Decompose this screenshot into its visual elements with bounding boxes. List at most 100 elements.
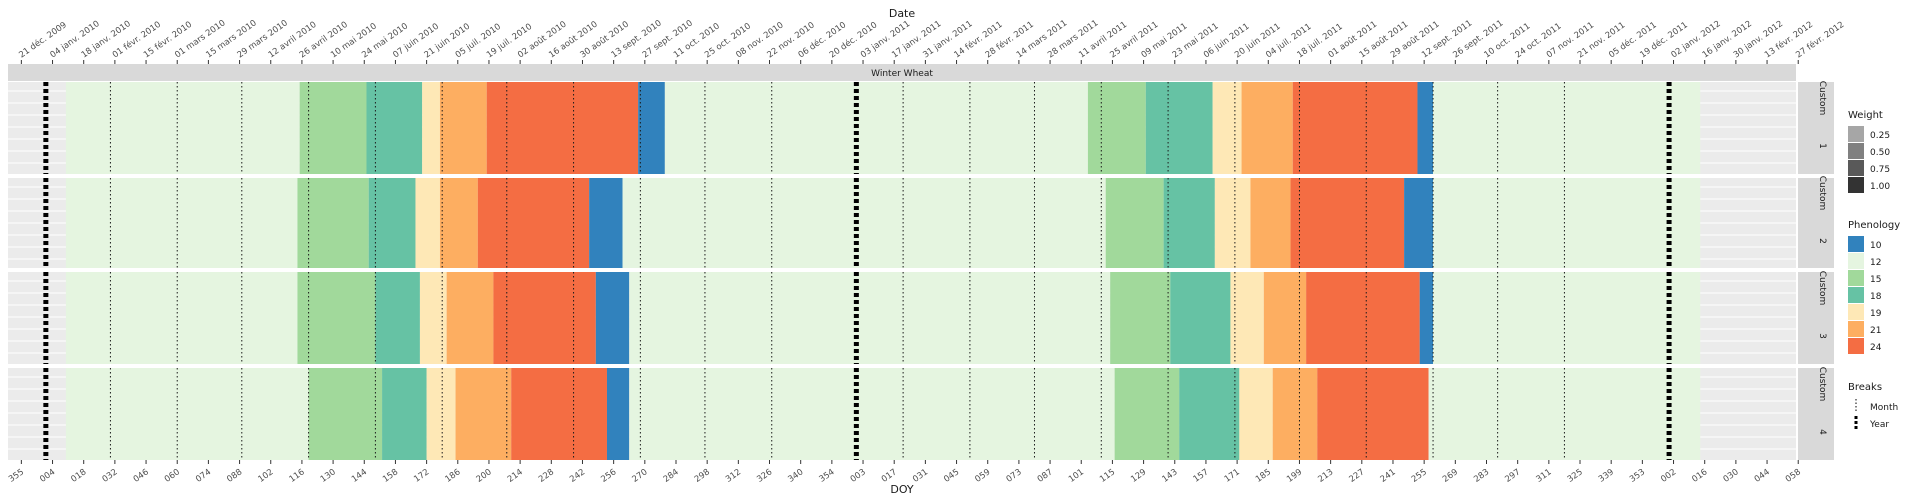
panel-1: Custom 1 (8, 81, 1834, 174)
bottom-tick-label: 003 (849, 467, 868, 485)
weight-legend-swatch (1848, 143, 1864, 159)
bottom-tick-label: 241 (1379, 467, 1398, 485)
panel-label: 1 (1817, 143, 1827, 149)
facet-strip (8, 64, 1796, 81)
phenology-segment (366, 82, 423, 174)
phenology-legend-label: 12 (1870, 258, 1881, 268)
panel-label-strip (1798, 272, 1834, 364)
panel-label-strip (1798, 178, 1834, 268)
phenology-legend-swatch (1848, 338, 1864, 354)
bottom-tick-label: 004 (38, 467, 57, 485)
bottom-tick-label: 130 (319, 467, 338, 485)
phenology-segment (65, 82, 300, 174)
bottom-tick-label: 227 (1347, 467, 1366, 485)
phenology-segment (1419, 272, 1434, 364)
phenology-segment (477, 178, 590, 268)
phenology-segment (664, 82, 1088, 174)
bottom-tick-label: 228 (537, 467, 556, 485)
phenology-segment (1250, 178, 1291, 268)
panel-3: Custom 3 (8, 271, 1834, 364)
bottom-tick-label: 018 (69, 467, 88, 485)
bottom-tick-label: 157 (1192, 467, 1211, 485)
phenology-segment (299, 82, 367, 174)
phenology-segment (308, 368, 383, 460)
panel-label: 2 (1817, 238, 1827, 244)
panel-4: Custom 4 (8, 367, 1834, 460)
phenology-segment (1170, 272, 1231, 364)
bottom-tick-label: 074 (194, 467, 213, 485)
phenology-segment (1230, 272, 1264, 364)
phenology-segment (65, 178, 298, 268)
bottom-tick-label: 144 (350, 467, 369, 485)
bottom-tick-label: 102 (256, 467, 275, 485)
bottom-tick-label: 059 (973, 467, 992, 485)
bottom-tick-label: 242 (568, 467, 587, 485)
phenology-segment (1179, 368, 1240, 460)
breaks-legend-label: Month (1870, 403, 1898, 413)
bottom-tick-label: 340 (786, 467, 805, 485)
bottom-tick-label: 186 (443, 467, 462, 485)
weight-legend-label: 0.25 (1870, 131, 1890, 141)
weight-legend-swatch (1848, 160, 1864, 176)
phenology-segment (419, 272, 447, 364)
facet-strip-label: Winter Wheat (871, 69, 933, 79)
breaks-legend-title: Breaks (1848, 382, 1882, 393)
phenology-segment (1110, 272, 1171, 364)
panel-prefix: Custom (1817, 271, 1827, 305)
bottom-tick-label: 213 (1316, 467, 1335, 485)
phenology-legend-swatch (1848, 304, 1864, 320)
phenology-legend-label: 10 (1870, 241, 1882, 251)
plot-area: Winter Wheat Custom 1 Custom 2 Custom 3 Custom 4… (7, 18, 1846, 484)
phenology-segment (65, 368, 309, 460)
phenology-segment (1163, 178, 1215, 268)
phenology-segment (629, 272, 1111, 364)
weight-legend-label: 0.75 (1870, 165, 1890, 175)
bottom-tick-label: 298 (693, 467, 712, 485)
bottom-tick-label: 002 (1659, 467, 1678, 485)
x-axis-title: DOY (890, 483, 914, 496)
weight-legend-label: 1.00 (1870, 182, 1890, 192)
bottom-tick-label: 116 (288, 467, 307, 485)
phenology-segment (1145, 82, 1213, 174)
phenology-segment (511, 368, 607, 460)
phenology-segment (1306, 272, 1420, 364)
phenology-segment (606, 368, 630, 460)
phenology-legend-label: 24 (1870, 343, 1882, 353)
panel-label-strip (1798, 82, 1834, 174)
bottom-tick-label: 032 (101, 467, 120, 485)
bottom-tick-label: 325 (1566, 467, 1585, 485)
phenology-segment (1272, 368, 1318, 460)
top-axis-title: Date (889, 7, 916, 20)
phenology-legend-swatch (1848, 236, 1864, 252)
bottom-tick-label: 312 (724, 467, 743, 485)
phenology-segment (1114, 368, 1180, 460)
phenology-segment (638, 82, 665, 174)
panel-prefix: Custom (1817, 176, 1827, 210)
bottom-tick-label: 326 (755, 467, 774, 485)
phenology-segment (1404, 178, 1434, 268)
bottom-tick-label: 200 (475, 467, 494, 485)
bottom-tick-label: 046 (132, 467, 151, 485)
bottom-tick-label: 031 (911, 467, 930, 485)
phenology-legend-swatch (1848, 287, 1864, 303)
bottom-tick-label: 255 (1410, 467, 1429, 485)
bottom-tick-label: 058 (1784, 467, 1803, 485)
phenology-segment (297, 272, 376, 364)
bottom-tick-label: 115 (1098, 467, 1117, 485)
phenology-segment (439, 178, 478, 268)
phenology-segment (1214, 178, 1251, 268)
bottom-tick-label: 214 (506, 467, 525, 485)
bottom-tick-label: 283 (1472, 467, 1491, 485)
phenology-segment (455, 368, 512, 460)
phenology-legend-label: 21 (1870, 326, 1881, 336)
phenology-segment (493, 272, 596, 364)
phenology-segment (415, 178, 440, 268)
bottom-tick-label: 171 (1223, 467, 1242, 485)
bottom-tick-label: 101 (1067, 467, 1086, 485)
bottom-tick-label: 297 (1503, 467, 1522, 485)
bottom-tick-label: 339 (1597, 467, 1616, 485)
phenology-segment (297, 178, 369, 268)
phenology-segment (622, 178, 1106, 268)
panel-prefix: Custom (1817, 81, 1827, 115)
